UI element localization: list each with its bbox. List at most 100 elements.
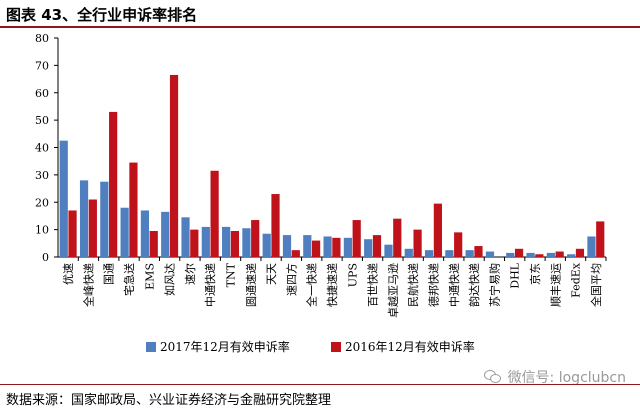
bar-2017 bbox=[120, 207, 129, 257]
bar-2016 bbox=[555, 251, 564, 257]
y-tick-label: 0 bbox=[42, 251, 49, 264]
bar-2017 bbox=[485, 251, 495, 257]
x-tick-label: 全国平均 bbox=[589, 263, 603, 307]
bar-2016 bbox=[129, 162, 138, 257]
x-tick-label: 全峰快递 bbox=[81, 263, 95, 307]
x-tick-label: 速尔 bbox=[184, 263, 197, 285]
x-tick-label: 全一快递 bbox=[305, 263, 319, 307]
legend-swatch-2016 bbox=[331, 342, 341, 352]
bar-2017 bbox=[424, 250, 434, 257]
bar-2016 bbox=[535, 254, 544, 257]
bar-2016 bbox=[413, 229, 422, 257]
bar-2016 bbox=[454, 232, 463, 257]
y-tick-label: 30 bbox=[35, 169, 49, 182]
wechat-icon bbox=[483, 370, 502, 384]
x-tick-label: UPS bbox=[346, 263, 359, 287]
bar-2016 bbox=[210, 170, 219, 257]
x-tick-label: EMS bbox=[143, 263, 156, 290]
bar-2017 bbox=[161, 211, 170, 257]
x-tick-label: 德邦快递 bbox=[426, 263, 440, 307]
bar-2016 bbox=[251, 220, 260, 257]
bar-2017 bbox=[506, 252, 515, 257]
bar-2017 bbox=[242, 228, 251, 257]
bar-2016 bbox=[332, 237, 341, 257]
bar-2017 bbox=[262, 233, 271, 257]
bar-2016 bbox=[190, 229, 199, 257]
x-tick-label: 天天 bbox=[265, 263, 278, 285]
bar-2017 bbox=[526, 252, 535, 257]
bar-2016 bbox=[352, 220, 361, 257]
bar-2016 bbox=[109, 111, 118, 257]
x-tick-label: 中通快递 bbox=[447, 263, 461, 307]
bar-2017 bbox=[343, 237, 352, 257]
bar-2017 bbox=[181, 217, 190, 257]
x-tick-label: 中通快递 bbox=[203, 263, 217, 307]
bar-2017 bbox=[384, 244, 393, 257]
bar-2016 bbox=[393, 218, 402, 257]
y-tick-label: 10 bbox=[35, 224, 49, 237]
bar-2016 bbox=[575, 248, 585, 257]
bar-2017 bbox=[201, 226, 210, 257]
bar-2017 bbox=[465, 250, 474, 257]
bar-2016 bbox=[474, 246, 483, 257]
bar-2017 bbox=[140, 210, 150, 257]
x-tick-label: 顺丰速运 bbox=[549, 263, 562, 307]
bar-2016 bbox=[514, 248, 524, 257]
bar-2017 bbox=[59, 140, 68, 257]
title-divider bbox=[0, 26, 640, 28]
y-tick-label: 50 bbox=[35, 114, 49, 127]
bar-2017 bbox=[282, 235, 292, 257]
data-source: 数据来源：国家邮政局、兴业证券经济与金融研究院整理 bbox=[6, 393, 332, 408]
bar-2016 bbox=[230, 230, 240, 257]
bar-2017 bbox=[222, 226, 231, 257]
bar-2016 bbox=[68, 210, 77, 257]
watermark-text: 微信号: logclubcn bbox=[507, 370, 626, 386]
y-tick-label: 20 bbox=[35, 196, 49, 209]
x-tick-label: 京东 bbox=[528, 263, 542, 285]
footer-divider bbox=[0, 384, 640, 385]
y-tick-label: 80 bbox=[35, 32, 49, 45]
x-tick-label: 快捷速递 bbox=[325, 263, 339, 307]
bar-2016 bbox=[271, 194, 280, 257]
bar-2016 bbox=[596, 221, 605, 257]
x-tick-label: 苏宁易购 bbox=[487, 263, 501, 307]
bar-2016 bbox=[169, 74, 179, 257]
bar-2017 bbox=[404, 248, 413, 257]
bar-2016 bbox=[88, 199, 97, 257]
legend-swatch-2017 bbox=[146, 342, 156, 352]
x-tick-label: 圆通速递 bbox=[244, 263, 258, 307]
watermark: 微信号: logclubcn bbox=[483, 367, 626, 387]
x-tick-label: 国通 bbox=[103, 263, 116, 285]
legend-label-2016: 2016年12月有效申诉率 bbox=[345, 339, 475, 354]
bar-2017 bbox=[364, 239, 373, 257]
bar-2017 bbox=[587, 236, 596, 257]
bar-2017 bbox=[546, 252, 555, 257]
x-tick-label: 优速 bbox=[62, 263, 75, 285]
bar-2016 bbox=[312, 240, 321, 257]
x-tick-label: 宅急送 bbox=[122, 263, 136, 296]
x-tick-label: 速四方 bbox=[284, 263, 298, 296]
x-tick-label: FedEx bbox=[570, 262, 583, 298]
x-tick-label: DHL bbox=[509, 262, 522, 288]
x-tick-label: 韵达快递 bbox=[467, 263, 481, 307]
bar-2016 bbox=[433, 203, 442, 257]
bar-2016 bbox=[149, 230, 158, 257]
x-tick-label: 卓越亚马逊 bbox=[386, 263, 400, 318]
bar-2017 bbox=[79, 180, 89, 257]
x-tick-label: 如风达 bbox=[163, 263, 177, 296]
bar-2017 bbox=[567, 254, 576, 257]
chart-title: 图表 43、全行业申诉率排名 bbox=[6, 6, 198, 24]
y-tick-label: 40 bbox=[35, 142, 49, 155]
x-tick-label: TNT bbox=[225, 262, 238, 287]
bar-2016 bbox=[291, 250, 300, 257]
y-tick-label: 60 bbox=[35, 87, 49, 100]
x-tick-label: 民航快递 bbox=[406, 263, 420, 307]
bar-2017 bbox=[100, 181, 109, 257]
bar-2016 bbox=[372, 235, 382, 257]
bar-2017 bbox=[323, 236, 332, 257]
bar-2017 bbox=[445, 250, 454, 257]
legend-label-2017: 2017年12月有效申诉率 bbox=[160, 339, 290, 354]
x-tick-label: 百世快递 bbox=[366, 263, 380, 307]
bar-2017 bbox=[303, 235, 312, 257]
